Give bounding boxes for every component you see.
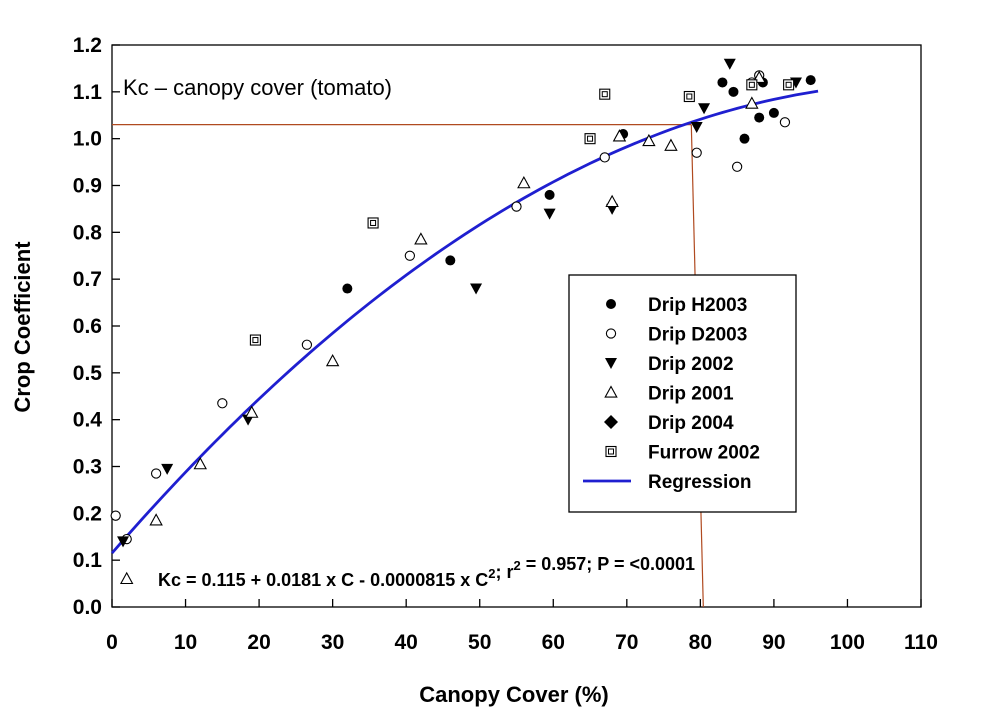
regression-curve [110, 89, 819, 555]
data-point [544, 189, 555, 200]
data-points [110, 58, 816, 585]
legend-label: Regression [648, 472, 751, 493]
data-point [149, 513, 163, 526]
data-point [161, 463, 174, 475]
data-point [110, 510, 121, 521]
data-point [779, 117, 791, 128]
y-tick-label: 1.2 [73, 34, 102, 57]
data-point [805, 75, 816, 86]
y-tick-label: 0.6 [73, 315, 102, 338]
data-point [683, 90, 695, 103]
data-point [217, 398, 228, 409]
x-tick-label: 110 [904, 631, 938, 654]
y-tick-label: 0.9 [73, 175, 102, 198]
data-point [245, 405, 259, 418]
x-axis-title: Canopy Cover (%) [419, 682, 608, 707]
y-tick-label: 0.0 [73, 596, 102, 619]
legend: Drip H2003 Drip D2003 Drip 2002 Drip 2001 Dr… [568, 274, 797, 513]
x-tick-label: 0 [106, 631, 118, 654]
data-point [605, 194, 619, 208]
data-point [584, 133, 596, 145]
data-point [746, 79, 758, 91]
data-point [367, 217, 379, 229]
y-tick-label: 0.4 [73, 409, 103, 432]
data-point [783, 79, 795, 91]
regression-line [110, 89, 819, 555]
data-point [543, 208, 556, 220]
legend-marker [605, 445, 617, 458]
x-tick-label: 10 [174, 631, 197, 654]
data-point [723, 58, 736, 70]
legend-marker [606, 299, 616, 309]
data-point [517, 176, 531, 189]
legend-label: Drip D2003 [648, 325, 747, 346]
x-tick-label: 60 [542, 631, 565, 654]
y-tick-label: 1.1 [73, 81, 103, 104]
data-point [404, 250, 416, 261]
legend-marker [605, 358, 617, 369]
x-tick-label: 50 [468, 631, 491, 654]
y-tick-label: 0.3 [73, 456, 102, 479]
y-tick-label: 0.7 [73, 268, 102, 291]
chart-annotation: Kc – canopy cover (tomato) [123, 75, 392, 100]
data-point [119, 571, 134, 585]
x-axis: 0 10 20 30 40 50 60 70 80 90 100 110 [106, 599, 938, 654]
data-point [414, 232, 428, 245]
data-point [599, 152, 610, 163]
data-point [325, 353, 340, 367]
y-axis-title: Crop Coefficient [10, 241, 35, 413]
data-point [301, 339, 313, 350]
data-point [150, 468, 162, 479]
data-point [728, 86, 739, 97]
y-tick-label: 1.0 [73, 128, 102, 151]
x-tick-label: 20 [247, 631, 270, 654]
x-tick-label: 100 [830, 631, 865, 654]
x-tick-label: 80 [689, 631, 712, 654]
data-point [470, 283, 483, 295]
data-point [249, 334, 261, 346]
data-point [342, 283, 353, 294]
x-tick-label: 30 [321, 631, 344, 654]
plot-frame [111, 44, 922, 608]
legend-label: Drip 2002 [648, 354, 734, 375]
data-point [117, 536, 130, 548]
plot-area [111, 44, 922, 608]
data-point [445, 255, 456, 266]
y-axis: 0.0 0.1 0.2 0.3 0.4 0.5 0.6 0.7 0.8 0.9 1.0 1.1 1.2 [73, 34, 120, 619]
data-point [768, 107, 779, 118]
legend-marker [605, 328, 617, 339]
data-point [599, 88, 611, 100]
x-tick-label: 70 [615, 631, 638, 654]
data-point [745, 96, 759, 109]
x-tick-label: 40 [395, 631, 418, 654]
data-point [739, 133, 750, 144]
legend-label: Drip 2004 [648, 413, 734, 434]
y-tick-label: 0.1 [73, 549, 103, 572]
legend-label: Drip 2001 [648, 384, 734, 405]
legend-label: Furrow 2002 [648, 443, 760, 464]
data-point [612, 129, 627, 142]
y-tick-label: 0.2 [73, 502, 102, 525]
data-point [511, 201, 522, 212]
regression-equation: Kc = 0.115 + 0.0181 x C - 0.0000815 x C2… [158, 554, 695, 590]
data-point [691, 147, 702, 158]
legend-marker [604, 385, 618, 398]
data-point [642, 133, 656, 147]
data-point [731, 161, 743, 172]
data-point [664, 138, 678, 151]
legend-marker [604, 415, 618, 429]
data-point [717, 77, 728, 88]
data-point [698, 103, 711, 115]
x-tick-label: 90 [762, 631, 785, 654]
data-point [754, 112, 765, 123]
data-point [690, 121, 703, 133]
y-tick-label: 0.8 [73, 221, 103, 244]
legend-label: Drip H2003 [648, 295, 747, 316]
data-point [193, 457, 207, 470]
y-tick-label: 0.5 [73, 362, 103, 385]
